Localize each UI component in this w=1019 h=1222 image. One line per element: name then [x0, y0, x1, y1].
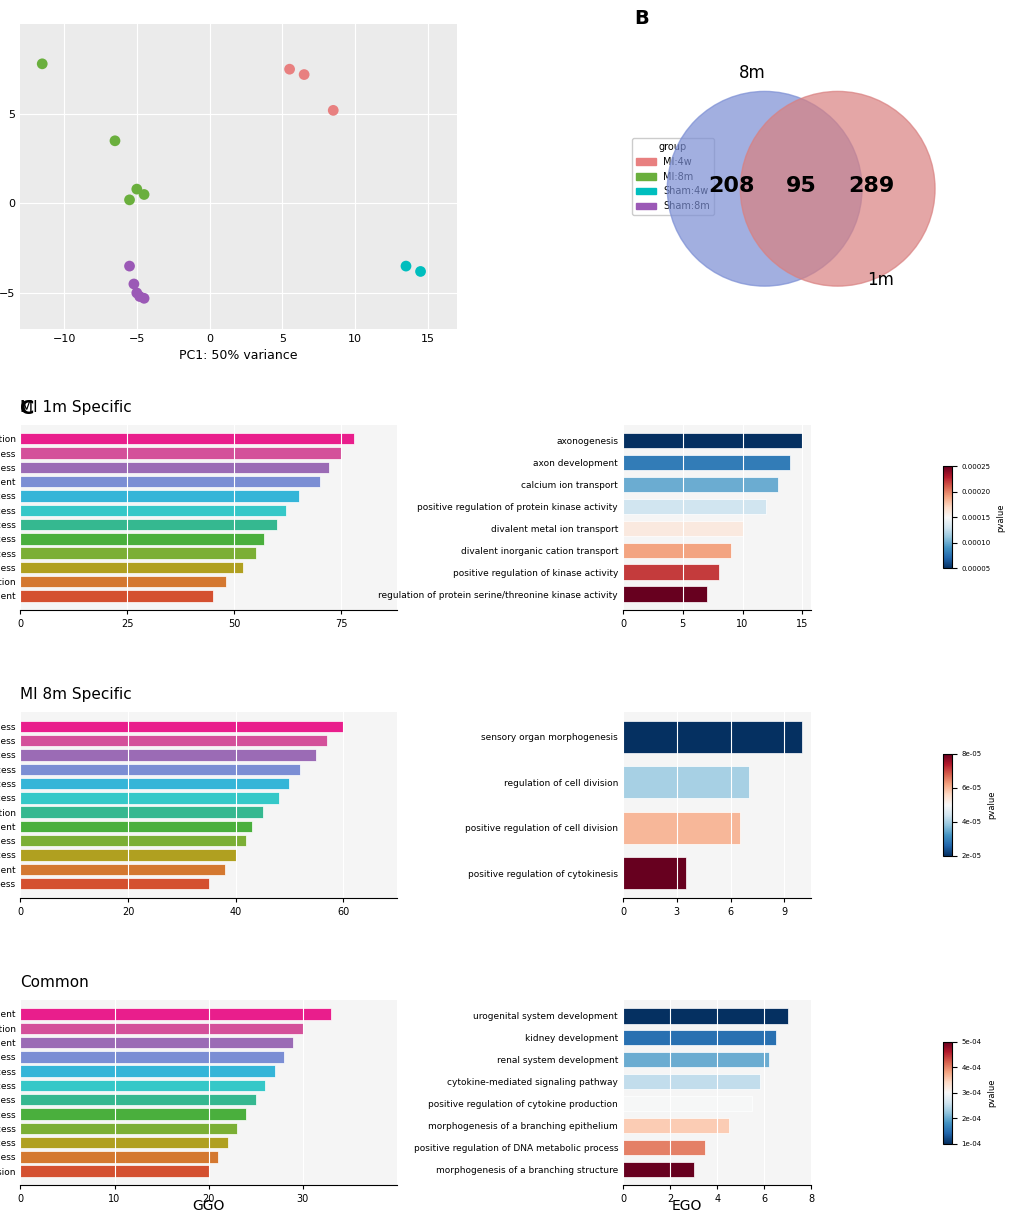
Bar — [20, 1080, 265, 1091]
Point — [325, 100, 341, 120]
Bar — [20, 533, 264, 545]
Point — [107, 131, 123, 150]
Bar — [623, 766, 748, 798]
Bar — [20, 562, 243, 573]
Bar — [20, 721, 342, 732]
Text: GGO: GGO — [193, 1199, 224, 1212]
Point — [281, 60, 298, 79]
Bar — [20, 1023, 303, 1034]
Bar — [623, 1008, 787, 1024]
Text: MI 1m Specific: MI 1m Specific — [20, 400, 132, 414]
Point — [412, 262, 428, 281]
Bar — [623, 499, 765, 514]
Point — [34, 54, 50, 73]
Point — [121, 191, 138, 210]
Bar — [623, 543, 730, 558]
Bar — [20, 1094, 256, 1106]
Bar — [20, 1036, 293, 1048]
Text: 8m: 8m — [739, 64, 765, 82]
Text: 208: 208 — [707, 176, 754, 196]
Bar — [20, 734, 327, 747]
Bar — [20, 864, 224, 875]
Bar — [20, 1066, 274, 1077]
Bar — [20, 590, 213, 601]
Text: 289: 289 — [847, 176, 894, 196]
Bar — [20, 1123, 236, 1134]
Bar — [20, 433, 354, 445]
Bar — [20, 835, 247, 847]
Point — [128, 180, 145, 199]
Y-axis label: pvalue: pvalue — [996, 503, 1004, 532]
Bar — [20, 462, 328, 473]
Bar — [20, 519, 277, 530]
Text: C: C — [20, 400, 35, 418]
Bar — [20, 1151, 218, 1162]
Bar — [623, 1030, 775, 1046]
Text: Common: Common — [20, 975, 89, 990]
Point — [136, 288, 152, 308]
Circle shape — [666, 92, 861, 286]
Bar — [623, 1052, 768, 1067]
Bar — [623, 587, 706, 601]
Text: MI 8m Specific: MI 8m Specific — [20, 688, 132, 703]
Bar — [20, 547, 256, 558]
Bar — [623, 1074, 759, 1089]
Text: 95: 95 — [785, 176, 816, 196]
Bar — [623, 1096, 752, 1111]
Bar — [623, 1162, 693, 1177]
Bar — [623, 477, 777, 492]
Bar — [20, 1008, 331, 1019]
Bar — [20, 1108, 247, 1119]
Bar — [20, 749, 316, 760]
Bar — [623, 1140, 705, 1155]
Bar — [20, 490, 299, 502]
Point — [136, 185, 152, 204]
Bar — [20, 1166, 209, 1177]
Bar — [623, 811, 739, 843]
X-axis label: PC1: 50% variance: PC1: 50% variance — [179, 349, 298, 362]
Bar — [20, 1136, 227, 1149]
Y-axis label: pvalue: pvalue — [986, 1078, 995, 1107]
Bar — [623, 721, 802, 753]
Text: B: B — [633, 10, 648, 28]
Y-axis label: pvalue: pvalue — [986, 791, 995, 819]
Point — [125, 274, 142, 293]
Point — [128, 284, 145, 303]
Legend: MI:4w, MI:8m, Sham:4w, Sham:8m: MI:4w, MI:8m, Sham:4w, Sham:8m — [632, 138, 713, 215]
Bar — [20, 877, 209, 890]
Bar — [623, 1118, 729, 1133]
Bar — [623, 565, 718, 579]
Point — [296, 65, 312, 84]
Bar — [20, 778, 289, 789]
Circle shape — [740, 92, 934, 286]
Bar — [20, 505, 285, 516]
Point — [397, 257, 414, 276]
Bar — [20, 764, 300, 775]
Bar — [20, 447, 341, 458]
Text: EGO: EGO — [671, 1199, 701, 1212]
Bar — [623, 433, 802, 448]
Bar — [623, 455, 790, 470]
Point — [131, 287, 148, 307]
Bar — [20, 1051, 283, 1063]
Bar — [20, 849, 235, 860]
Bar — [20, 807, 262, 818]
Point — [121, 257, 138, 276]
Bar — [20, 576, 225, 588]
Text: 1m: 1m — [866, 271, 893, 290]
Bar — [623, 521, 742, 536]
Bar — [20, 821, 252, 832]
Bar — [20, 475, 320, 488]
Bar — [623, 858, 685, 890]
Bar — [20, 792, 278, 804]
